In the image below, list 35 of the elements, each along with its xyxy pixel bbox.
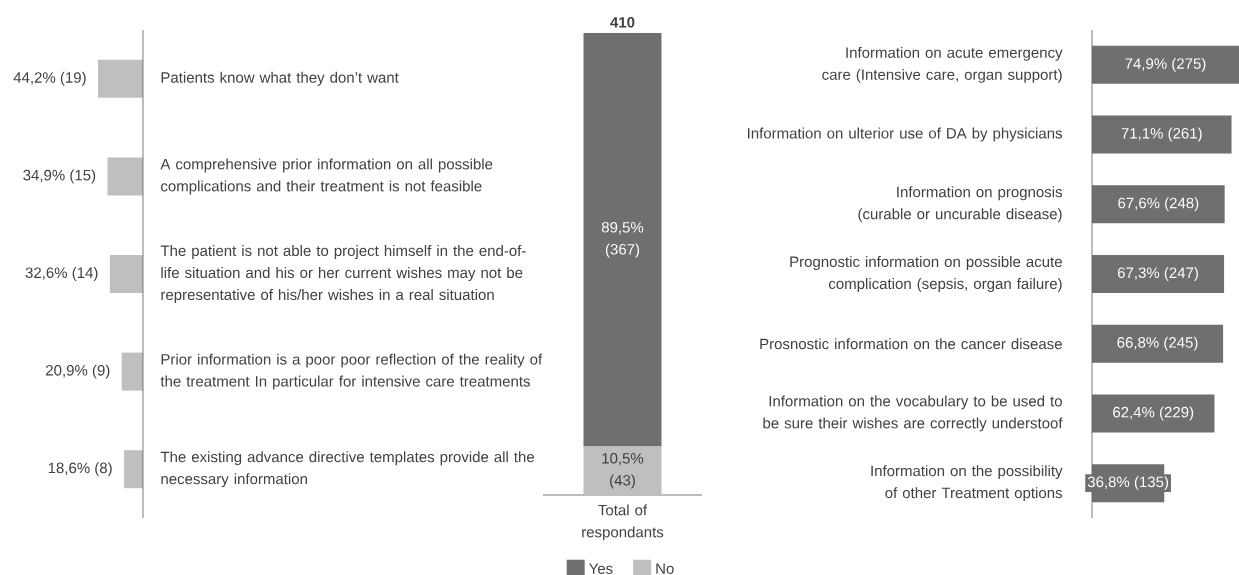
data-label: 32,6% (14) xyxy=(25,267,98,281)
y-tick-label: The patient is not able to project himself in the end-of-life situation and his or her current wishes may not be representative of his/her wishes in a real situation xyxy=(160,245,526,303)
data-label: 62,4% (229) xyxy=(1113,406,1194,421)
total-label: 410 xyxy=(610,16,635,28)
data-label: 67,3% (247) xyxy=(1117,267,1198,281)
y-tick-label: Prognostic information on possible acute complication (sepsis, organ failure) xyxy=(790,256,1062,292)
bar xyxy=(98,59,143,98)
bar xyxy=(109,255,143,293)
y-tick-label: Patients know what they don’t want xyxy=(161,71,399,86)
data-label: 10,5% (43) xyxy=(602,452,644,489)
bar xyxy=(124,450,143,489)
data-label: 66,8% (245) xyxy=(1117,336,1198,351)
y-tick-label: A comprehensive prior information on all possible complications and their treatment is not feasible xyxy=(160,158,493,195)
y-tick-label: Information on ulterior use of DA by physicians xyxy=(748,127,1063,142)
y-tick-label: Prosnostic information on the cancer disease xyxy=(760,338,1062,350)
y-tick-label: Information on acute emergency care (Intensive care, organ support) xyxy=(822,46,1063,83)
data-label: 44,2% (19) xyxy=(13,71,86,86)
x-tick-label: Total of respondants xyxy=(582,504,664,541)
legend-label: Yes xyxy=(589,563,613,574)
y-tick-label: Prior information is a poor poor reflection of the reality of the treatment In particular for intensive care treatments xyxy=(160,353,543,390)
y-tick-label: Information on the vocabulary to be used to be sure their wishes are correctly understoof xyxy=(763,395,1063,432)
data-label: 71,1% (261) xyxy=(1121,127,1202,142)
legend-label: No xyxy=(656,563,674,574)
data-label: 89,5% (367) xyxy=(601,221,644,258)
data-label: 18,6% (8) xyxy=(48,462,112,477)
data-label: 34,9% (15) xyxy=(23,169,96,184)
bar xyxy=(121,352,143,391)
data-label: 36,8% (135) xyxy=(1087,476,1169,491)
data-label: 20,9% (9) xyxy=(46,364,110,379)
y-tick-label: The existing advance directive templates provide all the necessary information xyxy=(160,451,535,488)
bar xyxy=(107,157,143,196)
y-tick-label: Information on the possibility of other Treatment options xyxy=(871,465,1063,502)
y-tick-label: Information on prognosis (curable or uncurable disease) xyxy=(858,186,1063,223)
data-label: 74,9% (275) xyxy=(1125,57,1206,72)
data-label: 67,6% (248) xyxy=(1118,197,1199,212)
